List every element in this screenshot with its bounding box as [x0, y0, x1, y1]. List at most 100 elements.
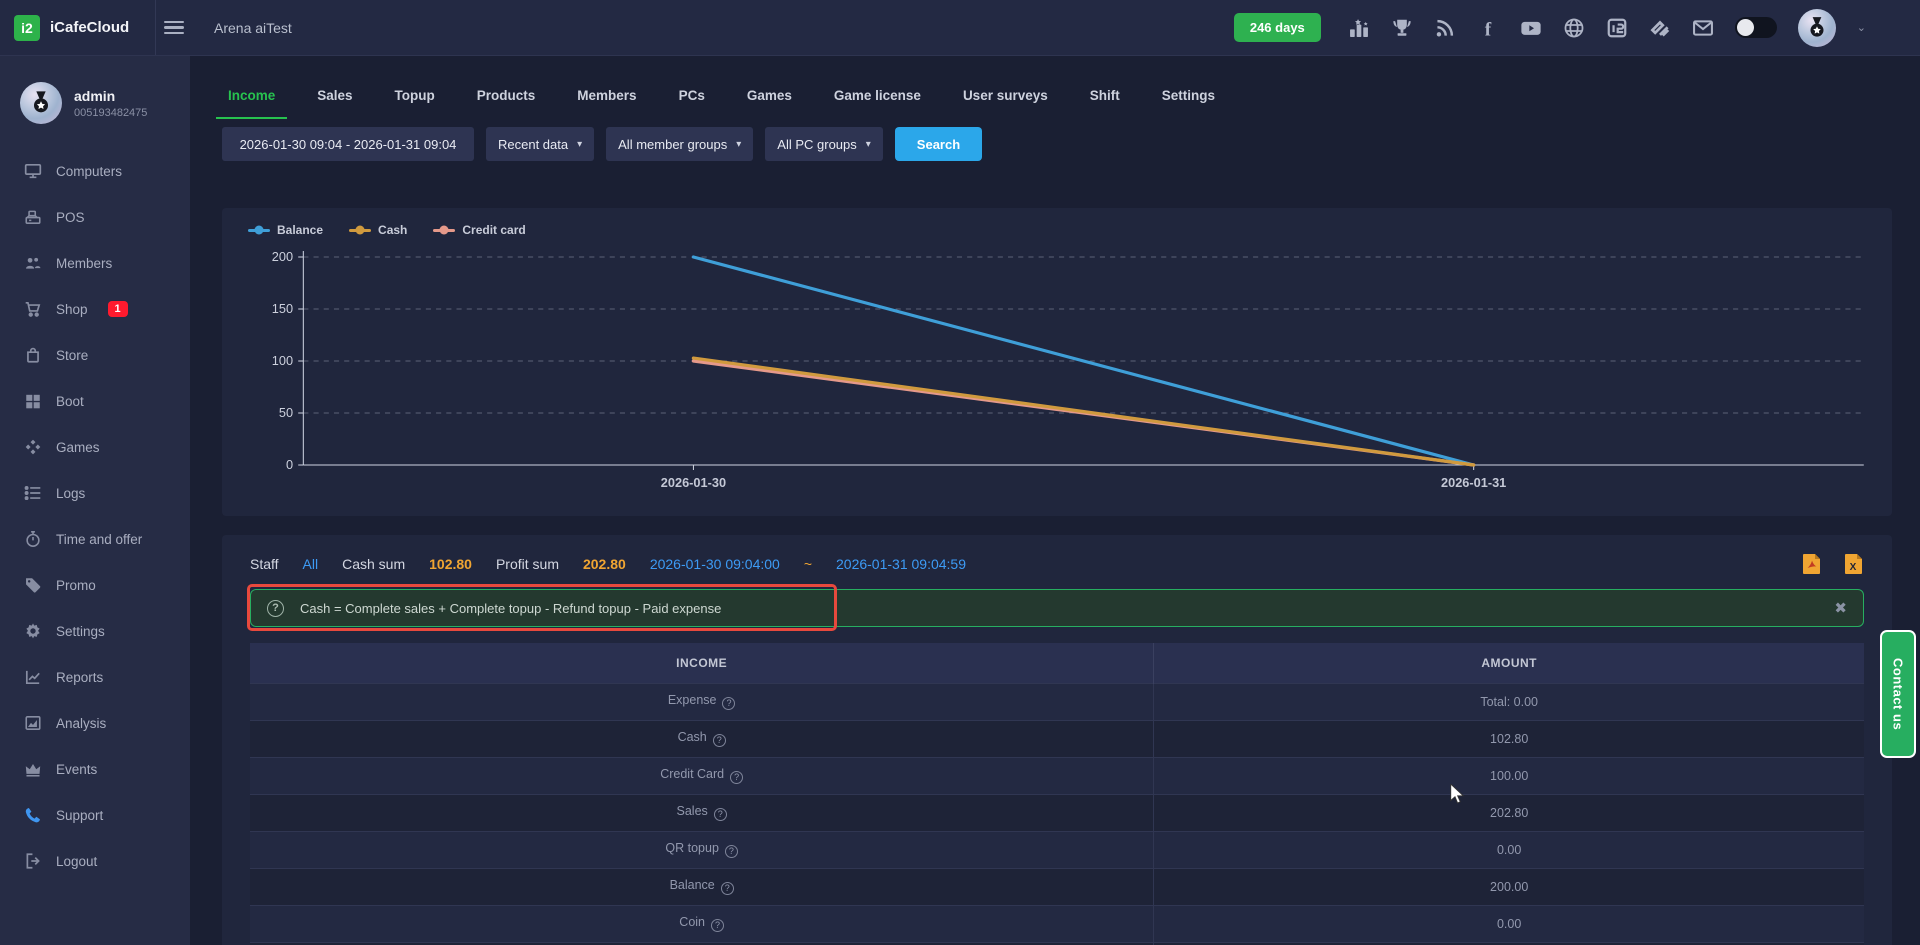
column-header-income: INCOME	[250, 643, 1155, 683]
tab-shift[interactable]: Shift	[1089, 88, 1120, 103]
pc-groups-value: All PC groups	[777, 136, 857, 152]
legend-item-cash[interactable]: Cash	[349, 223, 407, 237]
sidebar-item-computers[interactable]: Computers	[0, 148, 190, 194]
user-avatar[interactable]	[1797, 8, 1836, 47]
sidebar-item-label: Boot	[56, 393, 84, 409]
sidebar-item-logs[interactable]: Logs	[0, 470, 190, 516]
pc-groups-select[interactable]: All PC groups ▾	[765, 127, 883, 161]
filter-bar: 2026-01-30 09:04 - 2026-01-31 09:04 Rece…	[190, 119, 1920, 161]
globe-icon[interactable]	[1563, 17, 1585, 39]
help-icon[interactable]: ?	[720, 881, 734, 895]
brand-logo-icon[interactable]: i2	[14, 14, 40, 41]
tab-settings[interactable]: Settings	[1161, 88, 1216, 103]
chart-card: Balance Cash Credit card 0 50 100 150 200 2026-…	[222, 208, 1892, 516]
tilde-separator: ~	[803, 556, 812, 572]
help-icon[interactable]: ?	[713, 807, 727, 821]
tab-bar: Income Sales Topup Products Members PCs Games G…	[190, 56, 1920, 119]
staff-filter-link[interactable]: All	[302, 556, 319, 572]
profile-block[interactable]: admin 005193482475	[0, 56, 190, 134]
summary-card: Staff All Cash sum 102.80 Profit sum 202…	[222, 535, 1892, 945]
sidebar-item-time-and-offer[interactable]: Time and offer	[0, 516, 190, 562]
tab-members[interactable]: Members	[577, 88, 637, 103]
export-pdf-icon[interactable]	[1802, 553, 1822, 575]
logout-icon	[26, 853, 40, 869]
recent-data-select[interactable]: Recent data ▾	[486, 127, 595, 161]
trophy-icon[interactable]	[1391, 17, 1413, 39]
sidebar-item-events[interactable]: Events	[0, 746, 190, 792]
chevron-down-icon[interactable]: ⌄	[1856, 22, 1866, 34]
sidebar-item-members[interactable]: Members	[0, 240, 190, 286]
sidebar-item-label: Games	[56, 439, 100, 455]
facebook-icon[interactable]: f	[1477, 17, 1499, 38]
hamburger-menu-icon[interactable]	[164, 20, 184, 35]
sidebar-item-store[interactable]: Store	[0, 332, 190, 378]
help-icon[interactable]: ?	[722, 696, 736, 710]
sidebar-avatar	[20, 82, 62, 124]
topbar: i2 iCafeCloud Arena aiTest 246 days f ⌄	[0, 0, 1920, 56]
mail-icon[interactable]	[1692, 17, 1714, 39]
tab-sales[interactable]: Sales	[317, 88, 353, 103]
sidebar-item-settings[interactable]: Settings	[0, 608, 190, 654]
sidebar-item-label: Shop	[56, 301, 88, 317]
chevron-down-icon: ▾	[577, 138, 583, 150]
export-excel-icon[interactable]: X	[1844, 553, 1864, 575]
banner-close-icon[interactable]: ✖	[1834, 600, 1847, 617]
cash-sum-value: 102.80	[429, 556, 472, 572]
tab-game-license[interactable]: Game license	[833, 88, 921, 103]
profit-sum-label: Profit sum	[495, 556, 559, 572]
tab-products[interactable]: Products	[476, 88, 536, 103]
series-balance	[691, 255, 1476, 467]
sidebar-item-label: Promo	[56, 577, 96, 593]
help-icon[interactable]: ?	[730, 770, 744, 784]
income-cell: Cash?	[250, 719, 1155, 757]
sidebar-item-label: Store	[56, 347, 89, 363]
ranking-icon[interactable]	[1348, 17, 1370, 39]
shop-icon	[25, 301, 41, 317]
sidebar-item-analysis[interactable]: Analysis	[0, 700, 190, 746]
svg-text:2026-01-31: 2026-01-31	[1441, 476, 1506, 490]
amount-cell: 200.00	[1153, 867, 1864, 905]
license-days-badge[interactable]: 246 days	[1233, 13, 1321, 42]
help-icon[interactable]: ?	[711, 918, 725, 932]
amount-cell: Total: 0.00	[1153, 682, 1864, 720]
sidebar-item-games[interactable]: Games	[0, 424, 190, 470]
icafe-logo-icon[interactable]	[1606, 17, 1628, 39]
theme-toggle[interactable]	[1734, 17, 1777, 38]
rss-icon[interactable]	[1434, 17, 1456, 39]
legend-item-credit-card[interactable]: Credit card	[433, 223, 526, 237]
tab-topup[interactable]: Topup	[394, 88, 435, 103]
period-end: 2026-01-31 09:04:59	[836, 556, 966, 572]
brand-zone: i2 iCafeCloud	[0, 0, 156, 55]
table-row-cash: Cash? 102.80	[250, 719, 1864, 757]
legend-marker	[248, 225, 270, 235]
member-groups-select[interactable]: All member groups ▾	[606, 127, 754, 161]
income-cell: Credit Card?	[250, 756, 1155, 794]
amount-cell: 100.00	[1153, 756, 1864, 794]
games-icon	[25, 439, 41, 455]
sidebar-item-logout[interactable]: Logout	[0, 838, 190, 884]
sidebar-item-support[interactable]: Support	[0, 792, 190, 838]
search-button[interactable]: Search	[894, 127, 983, 161]
youtube-icon[interactable]	[1520, 17, 1542, 39]
help-icon[interactable]: ?	[712, 733, 726, 747]
legend-item-balance[interactable]: Balance	[248, 223, 323, 237]
chart-legend: Balance Cash Credit card	[222, 208, 1892, 237]
tab-income[interactable]: Income	[215, 88, 288, 119]
tab-pcs[interactable]: PCs	[678, 88, 705, 103]
reports-icon	[25, 670, 40, 685]
sidebar-item-pos[interactable]: POS	[0, 194, 190, 240]
contact-us-button[interactable]: Contact us	[1880, 630, 1916, 758]
help-icon[interactable]: ?	[724, 844, 738, 858]
sidebar-item-shop[interactable]: Shop 1	[0, 286, 190, 332]
tab-user-surveys[interactable]: User surveys	[962, 88, 1048, 103]
sidebar-item-label: Events	[56, 761, 98, 777]
sidebar-item-reports[interactable]: Reports	[0, 654, 190, 700]
pos-icon	[25, 210, 41, 224]
layers-icon[interactable]	[1649, 17, 1671, 39]
tab-games[interactable]: Games	[746, 88, 792, 103]
sidebar-item-boot[interactable]: Boot	[0, 378, 190, 424]
date-range-input[interactable]: 2026-01-30 09:04 - 2026-01-31 09:04	[222, 127, 474, 161]
series-cash	[691, 356, 1476, 467]
sidebar-item-promo[interactable]: Promo	[0, 562, 190, 608]
amount-cell: 0.00	[1153, 904, 1864, 942]
